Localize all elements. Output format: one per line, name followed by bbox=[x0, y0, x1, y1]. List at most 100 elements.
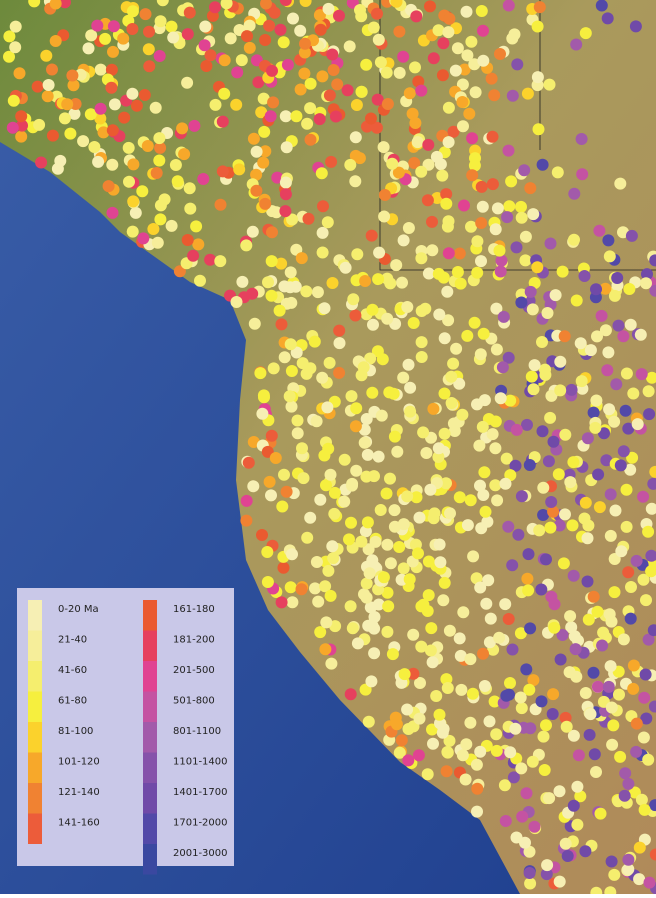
sample-dot bbox=[367, 318, 379, 331]
sample-dot bbox=[106, 124, 119, 137]
sample-dot bbox=[430, 690, 443, 702]
sample-dot bbox=[310, 556, 323, 568]
sample-dot bbox=[442, 136, 455, 149]
sample-dot bbox=[470, 758, 483, 771]
sample-dot bbox=[432, 267, 445, 280]
sample-dot bbox=[409, 61, 421, 74]
sample-dot bbox=[560, 720, 573, 733]
legend-swatch bbox=[143, 722, 157, 753]
sample-dot bbox=[349, 131, 362, 144]
sample-dot bbox=[449, 64, 462, 77]
sample-dot bbox=[386, 157, 399, 170]
sample-dot bbox=[325, 657, 338, 670]
sample-dot bbox=[605, 701, 618, 714]
sample-dot bbox=[397, 371, 410, 384]
sample-dot bbox=[363, 567, 376, 580]
sample-dot bbox=[498, 779, 511, 792]
sample-dot bbox=[606, 738, 619, 751]
legend-label: 121-140 bbox=[58, 787, 100, 798]
sample-dot bbox=[374, 56, 387, 69]
sample-dot bbox=[365, 112, 377, 125]
sample-dot bbox=[326, 540, 339, 553]
sample-dot bbox=[638, 803, 651, 816]
sample-dot bbox=[372, 33, 385, 46]
legend-swatch bbox=[28, 661, 42, 692]
sample-dot bbox=[477, 327, 490, 340]
sample-dot bbox=[575, 375, 588, 388]
sample-dot bbox=[154, 141, 167, 154]
sample-dot bbox=[319, 643, 332, 656]
sample-dot bbox=[301, 117, 314, 130]
sample-dot bbox=[464, 494, 477, 507]
sample-dot bbox=[533, 524, 546, 537]
sample-dot bbox=[183, 6, 196, 19]
sample-dot bbox=[259, 34, 272, 46]
sample-dot bbox=[637, 731, 650, 744]
sample-dot bbox=[178, 148, 191, 161]
sample-dot bbox=[619, 767, 632, 780]
sample-dot bbox=[258, 391, 270, 404]
sample-dot bbox=[645, 502, 656, 515]
sample-dot bbox=[608, 289, 621, 302]
sample-dot bbox=[279, 110, 292, 123]
sample-dot bbox=[372, 450, 385, 463]
sample-dot bbox=[407, 317, 420, 329]
legend-swatch bbox=[143, 691, 157, 722]
sample-dot bbox=[333, 9, 345, 22]
sample-dot bbox=[362, 715, 375, 728]
sample-dot bbox=[265, 289, 278, 302]
sample-dot bbox=[545, 496, 558, 508]
sample-dot bbox=[127, 158, 140, 171]
sample-dot bbox=[437, 594, 450, 607]
sample-dot bbox=[247, 480, 260, 493]
sample-dot bbox=[338, 453, 351, 466]
sample-dot bbox=[579, 27, 592, 40]
legend: 0-20 Ma 21-40 41-60 61-80 81-100 101-120 121-1… bbox=[17, 588, 234, 875]
sample-dot bbox=[424, 0, 436, 13]
sample-dot bbox=[176, 122, 189, 135]
sample-dot bbox=[614, 459, 627, 472]
sample-dot bbox=[515, 490, 528, 503]
sample-dot bbox=[436, 169, 449, 182]
sample-dot bbox=[66, 69, 79, 82]
sample-dot bbox=[415, 351, 428, 363]
sample-dot bbox=[257, 156, 270, 169]
legend-swatch bbox=[28, 722, 42, 753]
sample-dot bbox=[470, 572, 483, 585]
sample-dot bbox=[82, 42, 95, 55]
sample-dot bbox=[475, 5, 488, 17]
sample-dot bbox=[620, 367, 633, 380]
sample-dot bbox=[204, 49, 217, 62]
sample-dot bbox=[421, 194, 434, 207]
sample-dot bbox=[126, 23, 139, 35]
sample-dot bbox=[593, 224, 606, 237]
sample-dot bbox=[165, 20, 178, 33]
sample-dot bbox=[574, 790, 587, 803]
legend-swatch bbox=[28, 600, 42, 631]
sample-dot bbox=[308, 335, 321, 348]
sample-dot bbox=[475, 217, 488, 229]
sample-dot bbox=[402, 723, 415, 735]
sample-dot bbox=[519, 836, 531, 849]
sample-dot bbox=[649, 799, 656, 812]
sample-dot bbox=[278, 280, 291, 293]
sample-dot bbox=[257, 92, 270, 105]
sample-dot bbox=[497, 310, 510, 323]
sample-dot bbox=[531, 71, 544, 84]
sample-dot bbox=[611, 272, 624, 284]
sample-dot bbox=[440, 188, 453, 201]
sample-dot bbox=[173, 265, 186, 278]
sample-dot bbox=[524, 182, 537, 195]
legend-label: 181-200 bbox=[173, 635, 215, 646]
sample-dot bbox=[543, 78, 556, 91]
sample-dot bbox=[437, 723, 450, 735]
legend-label: 1401-1700 bbox=[173, 787, 228, 798]
sample-dot bbox=[265, 429, 278, 442]
sample-dot bbox=[486, 130, 499, 143]
sample-dot bbox=[642, 525, 655, 538]
sample-dot bbox=[496, 361, 509, 374]
sample-dot bbox=[417, 598, 430, 611]
sample-dot bbox=[231, 66, 244, 79]
sample-dot bbox=[126, 225, 139, 238]
sample-dot bbox=[471, 398, 483, 411]
